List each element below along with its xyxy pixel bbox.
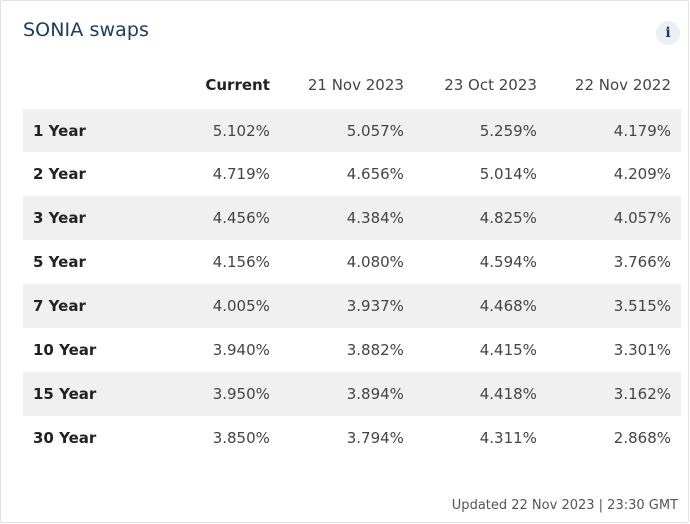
swaps-table: Current 21 Nov 2023 23 Oct 2023 22 Nov 2… [23, 63, 681, 460]
widget-title: SONIA swaps [23, 19, 150, 41]
row-label: 7 Year [33, 297, 86, 315]
table-row: 7 Year 4.005% 3.937% 4.468% 3.515% [23, 284, 681, 328]
cell-21-nov-2023: 3.882% [346, 341, 404, 359]
cell-23-oct-2023: 5.014% [479, 165, 537, 183]
updated-timestamp: Updated 22 Nov 2023 | 23:30 GMT [451, 498, 678, 513]
table-row: 5 Year 4.156% 4.080% 4.594% 3.766% [23, 240, 681, 284]
table-row: 1 Year 5.102% 5.057% 5.259% 4.179% [23, 109, 681, 152]
cell-23-oct-2023: 4.594% [479, 253, 537, 271]
cell-current: 4.456% [212, 209, 270, 227]
cell-current: 4.719% [212, 165, 270, 183]
cell-22-nov-2022: 3.766% [613, 253, 671, 271]
cell-current: 4.156% [212, 253, 270, 271]
cell-current: 5.102% [212, 121, 270, 140]
cell-21-nov-2023: 4.656% [346, 165, 404, 183]
cell-current: 3.850% [212, 429, 270, 447]
table-row: 10 Year 3.940% 3.882% 4.415% 3.301% [23, 328, 681, 372]
table-row: 15 Year 3.950% 3.894% 4.418% 3.162% [23, 372, 681, 416]
cell-21-nov-2023: 4.080% [346, 253, 404, 271]
header-blank [23, 63, 143, 109]
cell-22-nov-2022: 2.868% [613, 429, 671, 447]
cell-current: 4.005% [212, 297, 270, 315]
table-row: 30 Year 3.850% 3.794% 4.311% 2.868% [23, 416, 681, 460]
cell-23-oct-2023: 4.418% [479, 385, 537, 403]
cell-21-nov-2023: 3.794% [346, 429, 404, 447]
row-label: 1 Year [33, 121, 86, 140]
table-header-row: Current 21 Nov 2023 23 Oct 2023 22 Nov 2… [23, 63, 681, 109]
row-label: 10 Year [33, 341, 97, 359]
cell-22-nov-2022: 4.179% [613, 121, 671, 140]
cell-21-nov-2023: 5.057% [346, 121, 404, 140]
cell-23-oct-2023: 4.468% [479, 297, 537, 315]
header-current: Current [205, 76, 270, 94]
cell-23-oct-2023: 4.311% [479, 429, 537, 447]
cell-23-oct-2023: 4.825% [479, 209, 537, 227]
table-row: 2 Year 4.719% 4.656% 5.014% 4.209% [23, 152, 681, 196]
header-23-oct-2023: 23 Oct 2023 [444, 76, 537, 94]
cell-22-nov-2022: 3.301% [613, 341, 671, 359]
header-22-nov-2022: 22 Nov 2022 [574, 76, 671, 94]
info-icon[interactable]: i [656, 21, 680, 45]
cell-21-nov-2023: 3.894% [346, 385, 404, 403]
row-label: 2 Year [33, 165, 86, 183]
cell-22-nov-2022: 3.162% [613, 385, 671, 403]
row-label: 30 Year [33, 429, 97, 447]
cell-21-nov-2023: 3.937% [346, 297, 404, 315]
cell-21-nov-2023: 4.384% [346, 209, 404, 227]
cell-22-nov-2022: 4.209% [613, 165, 671, 183]
cell-current: 3.940% [212, 341, 270, 359]
cell-23-oct-2023: 5.259% [479, 121, 537, 140]
cell-22-nov-2022: 4.057% [613, 209, 671, 227]
row-label: 15 Year [33, 385, 97, 403]
row-label: 5 Year [33, 253, 86, 271]
row-label: 3 Year [33, 209, 86, 227]
table-row: 3 Year 4.456% 4.384% 4.825% 4.057% [23, 196, 681, 240]
header-21-nov-2023: 21 Nov 2023 [307, 76, 404, 94]
cell-23-oct-2023: 4.415% [479, 341, 537, 359]
cell-22-nov-2022: 3.515% [613, 297, 671, 315]
cell-current: 3.950% [212, 385, 270, 403]
